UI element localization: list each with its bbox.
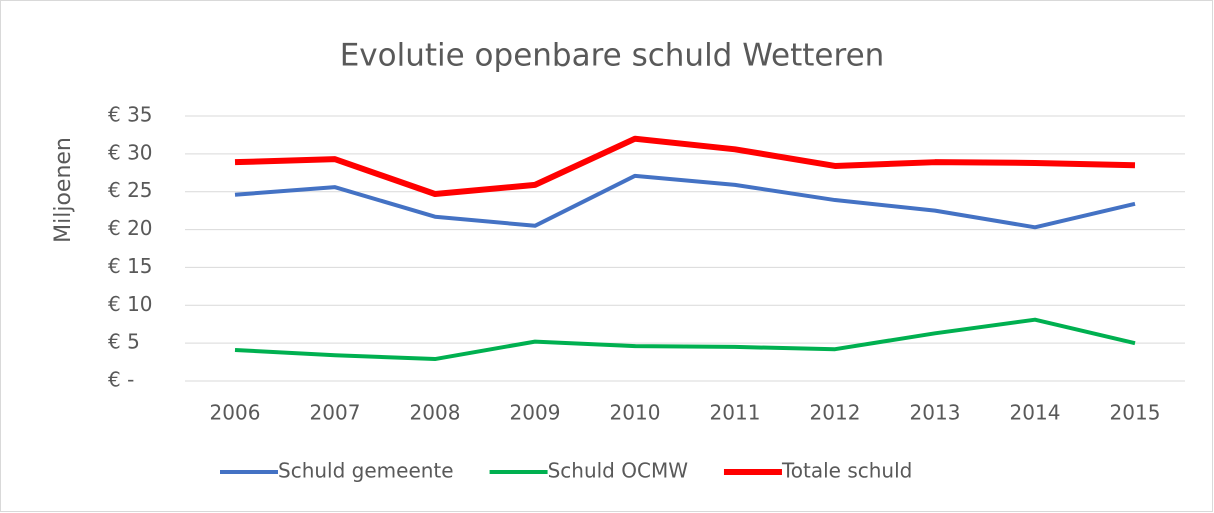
legend-label: Schuld OCMW <box>548 459 689 483</box>
chart-title: Evolutie openbare schuld Wetteren <box>340 38 885 74</box>
x-tick-label: 2011 <box>710 401 761 425</box>
series-line <box>234 173 1136 230</box>
y-tick-label: € 20 <box>108 216 153 240</box>
x-tick-label: 2006 <box>210 401 261 425</box>
y-axis-label: Miljoenen <box>51 137 76 243</box>
y-tick-label: € 25 <box>108 178 153 202</box>
y-tick-label: € 30 <box>108 140 153 164</box>
x-tick-label: 2014 <box>1010 401 1061 425</box>
y-tick-label: € - <box>108 368 134 392</box>
x-tick-label: 2013 <box>910 401 961 425</box>
x-tick-label: 2007 <box>310 401 361 425</box>
x-tick-label: 2012 <box>810 401 861 425</box>
y-tick-label: € 5 <box>108 330 140 354</box>
y-tick-label: € 15 <box>108 254 153 278</box>
x-tick-label: 2009 <box>510 401 561 425</box>
x-tick-label: 2008 <box>410 401 461 425</box>
series-line <box>234 317 1136 362</box>
legend-label: Totale schuld <box>781 459 912 483</box>
legend-label: Schuld gemeente <box>278 459 454 483</box>
y-tick-label: € 10 <box>108 292 153 316</box>
x-tick-label: 2015 <box>1110 401 1161 425</box>
series-line <box>234 135 1136 197</box>
x-tick-label: 2010 <box>610 401 661 425</box>
y-tick-label: € 35 <box>108 103 153 127</box>
